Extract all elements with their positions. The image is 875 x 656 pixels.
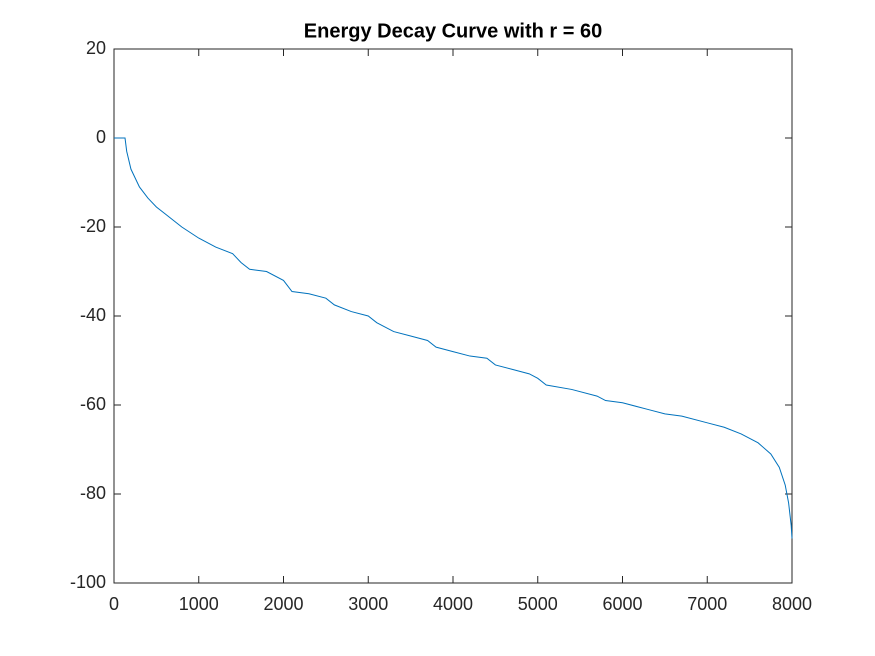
data-line — [114, 137, 793, 539]
x-tick-label: 7000 — [687, 594, 727, 614]
x-tick-label: 5000 — [518, 594, 558, 614]
y-tick-label: 0 — [96, 127, 106, 147]
chart-title: Energy Decay Curve with r = 60 — [304, 20, 602, 42]
x-tick-label: 0 — [109, 594, 119, 614]
plot-area — [113, 48, 793, 584]
y-tick-label: -40 — [80, 305, 106, 325]
y-tick-label: -20 — [80, 216, 106, 236]
y-tick-label: 20 — [86, 38, 106, 58]
x-tick-label: 2000 — [263, 594, 303, 614]
x-tick-label: 1000 — [179, 594, 219, 614]
y-tick-label: -60 — [80, 394, 106, 414]
x-tick-label: 6000 — [602, 594, 642, 614]
y-tick-label: -100 — [70, 572, 106, 592]
y-tick-label: -80 — [80, 483, 106, 503]
x-tick-label: 8000 — [772, 594, 812, 614]
x-tick-label: 3000 — [348, 594, 388, 614]
x-tick-label: 4000 — [433, 594, 473, 614]
